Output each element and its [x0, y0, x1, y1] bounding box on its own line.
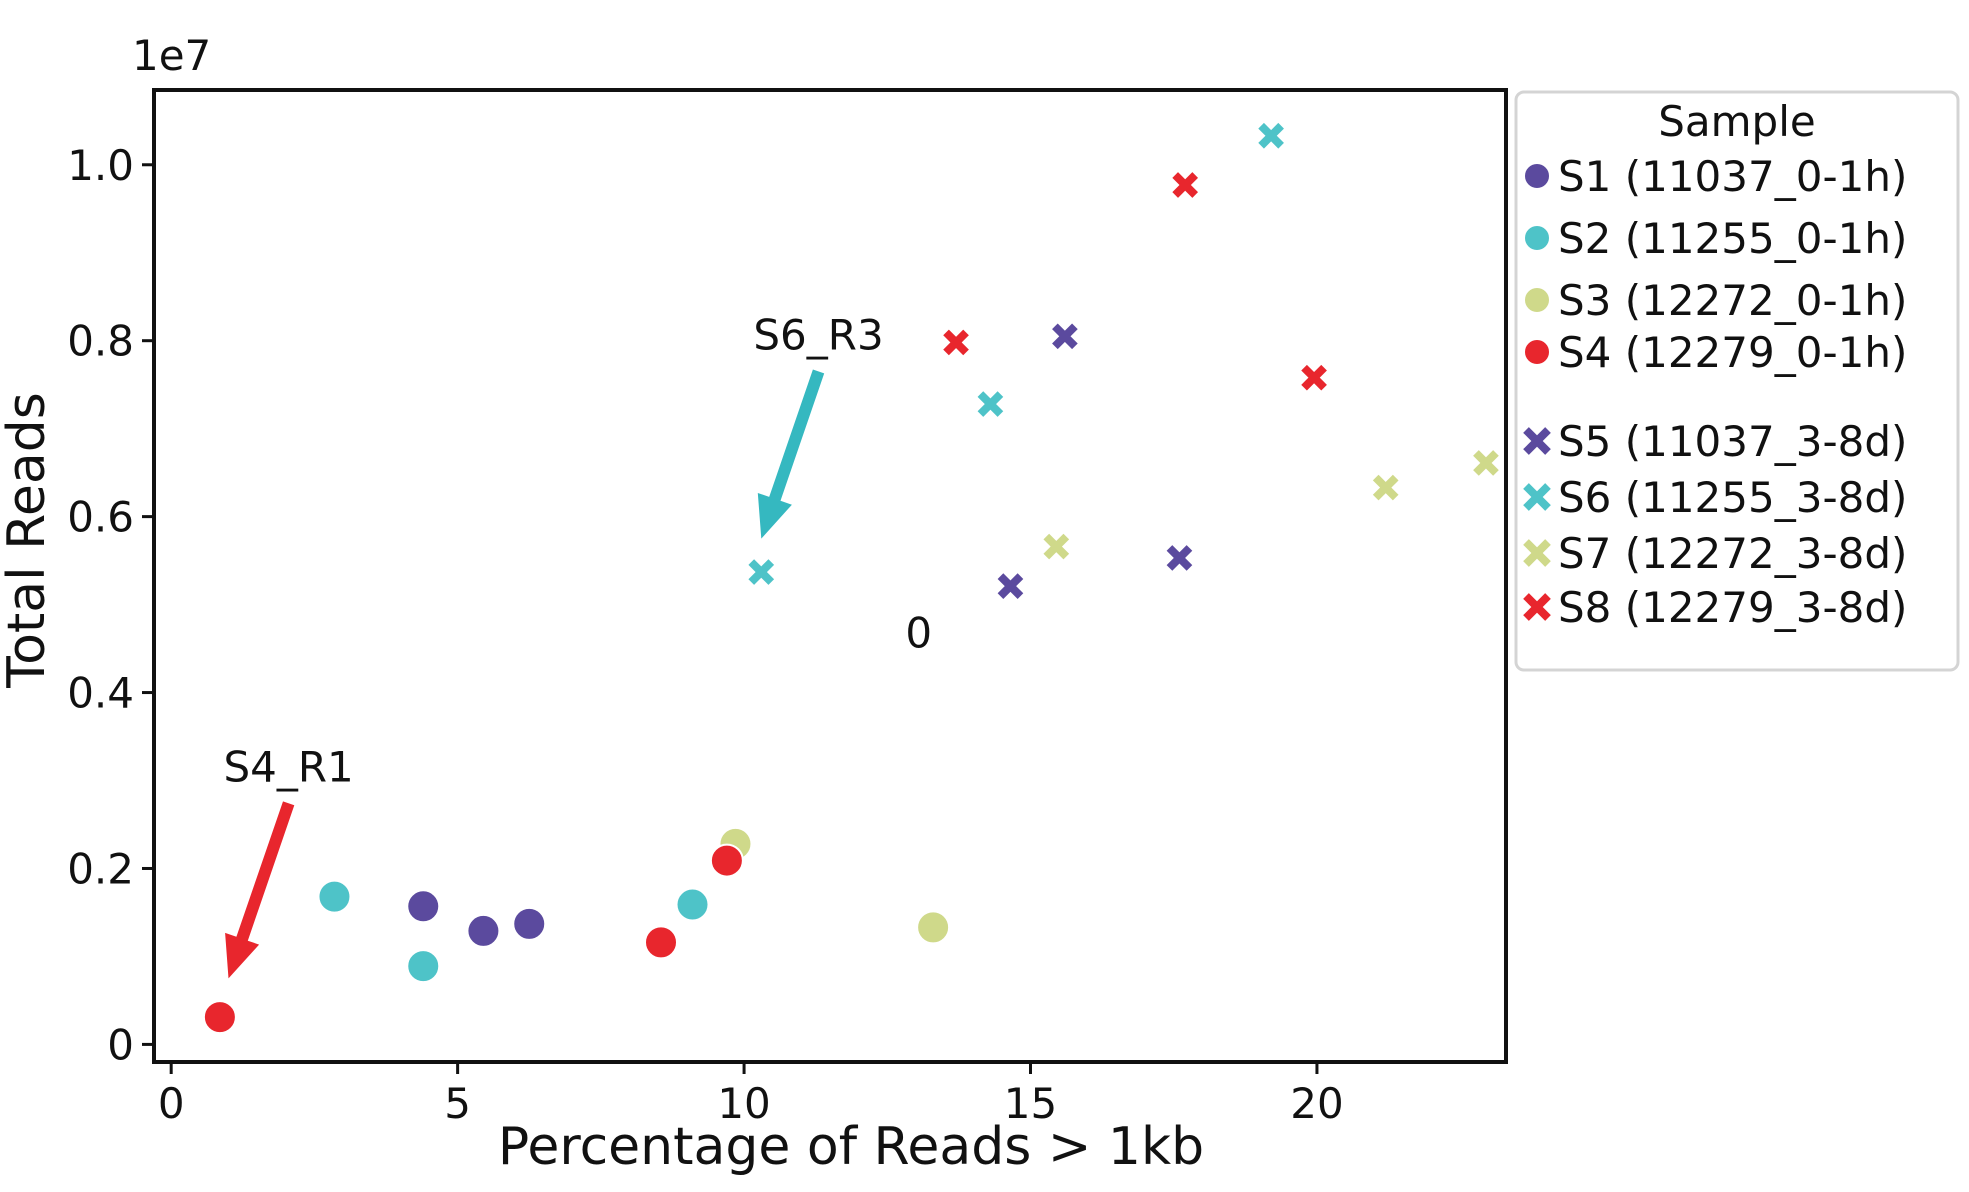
legend-marker-x	[1523, 593, 1551, 621]
annotation-label: S4_R1	[223, 742, 353, 791]
data-point-s2-2	[406, 949, 441, 984]
legend-marker-circle	[1523, 224, 1551, 252]
legend-item: S6 (11255_3-8d)	[1523, 473, 1907, 522]
legend-item: S8 (12279_3-8d)	[1523, 583, 1907, 632]
legend-label: S3 (12272_0-1h)	[1558, 276, 1907, 325]
plot-frame	[152, 88, 1508, 1064]
annotation-arrow	[757, 369, 825, 539]
data-point-s7-2	[1372, 474, 1399, 501]
legend-frame	[1514, 90, 1960, 672]
legend-item: S4 (12279_0-1h)	[1523, 328, 1907, 377]
axis-offset-label: 1e7	[132, 31, 211, 80]
legend-label: S7 (12272_3-8d)	[1558, 529, 1907, 578]
data-point-s6-1	[1258, 122, 1284, 149]
data-point-s4-3	[709, 843, 744, 878]
data-point-s5-2	[997, 573, 1024, 599]
data-point-s2-1	[317, 879, 352, 914]
data-point-s8-3	[1301, 364, 1327, 391]
legend-title: Sample	[1658, 97, 1815, 146]
legend-marker-circle	[1523, 162, 1551, 190]
y-tick-label: 1.0	[67, 141, 134, 190]
data-point-s5-3	[1166, 545, 1193, 571]
x-tick-label: 15	[1004, 1079, 1057, 1128]
data-point-s1-1	[406, 889, 441, 924]
x-axis-label: Percentage of Reads > 1kb	[498, 1117, 1204, 1177]
legend-label: S2 (11255_0-1h)	[1558, 214, 1907, 263]
data-point-s5-1	[1052, 323, 1078, 350]
legend-label: S6 (11255_3-8d)	[1558, 473, 1907, 522]
y-tick-label: 0.2	[67, 844, 134, 893]
data-point-s7-3	[1473, 450, 1499, 476]
data-point-s8-2	[943, 329, 969, 356]
legend-label: S1 (11037_0-1h)	[1558, 152, 1907, 201]
data-point-s7-1	[1043, 533, 1070, 560]
y-axis-label: Total Reads	[0, 392, 57, 689]
x-tick-label: 0	[158, 1079, 185, 1128]
data-point-s6-3	[748, 559, 775, 585]
legend-label: S4 (12279_0-1h)	[1558, 328, 1907, 377]
y-tick-label: 0.8	[67, 317, 134, 366]
legend-marker-circle	[1523, 286, 1551, 314]
data-point-s4-2	[644, 925, 678, 960]
y-tick-label: 0.6	[67, 493, 134, 542]
annotation-label: S6_R3	[753, 310, 883, 359]
legend-item: S5 (11037_3-8d)	[1523, 417, 1907, 466]
data-point-s1-3	[512, 906, 547, 941]
legend-marker-x	[1523, 427, 1551, 455]
legend-label: S8 (12279_3-8d)	[1558, 583, 1907, 632]
legend: Sample S1 (11037_0-1h) S2 (11255_0-1h) S3 (…	[1514, 90, 1960, 672]
legend-marker-circle	[1523, 338, 1551, 366]
legend-marker-x	[1523, 483, 1551, 511]
annotation-arrow	[225, 801, 295, 979]
annotation-label: 0	[905, 609, 932, 658]
data-point-s6-2	[977, 391, 1004, 417]
legend-label: S5 (11037_3-8d)	[1558, 417, 1907, 466]
data-point-s8-1	[1172, 172, 1199, 198]
legend-item: S1 (11037_0-1h)	[1523, 152, 1907, 201]
x-tick-label: 5	[444, 1079, 471, 1128]
data-point-s4-1	[202, 1000, 237, 1035]
legend-item: S2 (11255_0-1h)	[1523, 214, 1907, 263]
legend-item: S7 (12272_3-8d)	[1523, 529, 1907, 578]
x-tick-label: 10	[717, 1079, 770, 1128]
y-tick-label: 0.4	[67, 669, 134, 718]
x-tick-label: 20	[1290, 1079, 1343, 1128]
data-point-s3-2	[916, 910, 951, 945]
data-point-s1-2	[466, 913, 501, 948]
legend-item: S3 (12272_0-1h)	[1523, 276, 1907, 325]
legend-marker-x	[1523, 539, 1551, 567]
data-point-s2-3	[675, 887, 710, 922]
y-tick-label: 0	[107, 1020, 134, 1069]
